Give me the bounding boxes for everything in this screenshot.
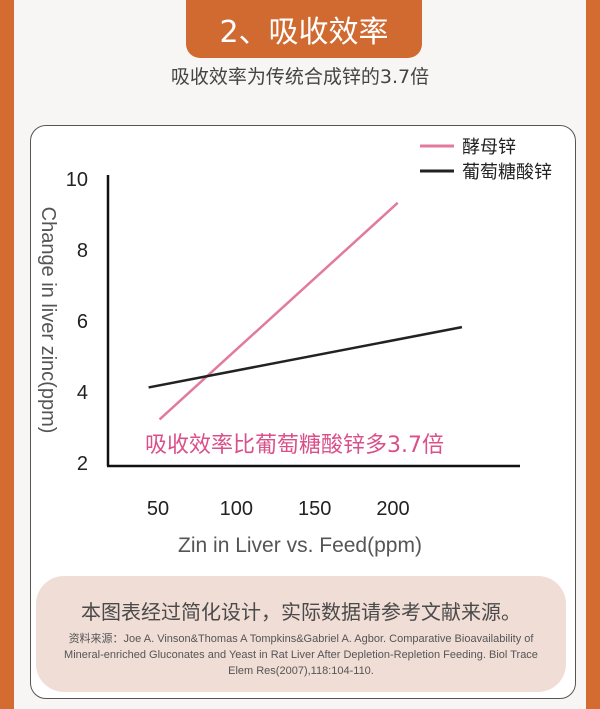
y-tick-label: 6 [77,311,88,333]
source-citation: 资料来源：Joe A. Vinson&Thomas A Tompkins&Gab… [64,633,538,677]
y-tick-label: 2 [77,453,88,475]
disclaimer-text: 本图表经过简化设计，实际数据请参考文献来源。 [81,600,521,624]
y-axis-label: Change in liver zinc(ppm) [37,207,59,434]
y-tick-label: 10 [66,169,88,191]
legend-label: 酵母锌 [462,137,516,158]
y-tick-label: 4 [77,382,88,404]
disclaimer-box: 本图表经过简化设计，实际数据请参考文献来源。 资料来源：Joe A. Vinso… [36,576,566,692]
chart-annotation: 吸收效率比葡萄糖酸锌多3.7倍 [145,433,444,458]
legend-label: 葡萄糖酸锌 [462,162,552,183]
x-tick-label: 150 [298,498,331,520]
y-tick-label: 8 [77,240,88,262]
series-line-0 [158,201,399,421]
x-tick-label: 50 [147,498,169,520]
series-line-1 [148,325,463,389]
subtitle: 吸收效率为传统合成锌的3.7倍 [170,66,430,88]
section-title: 2、吸收效率 [186,0,422,58]
x-tick-label: 200 [376,498,409,520]
x-tick-label: 100 [220,498,253,520]
x-axis-label: Zin in Liver vs. Feed(ppm) [178,534,422,557]
